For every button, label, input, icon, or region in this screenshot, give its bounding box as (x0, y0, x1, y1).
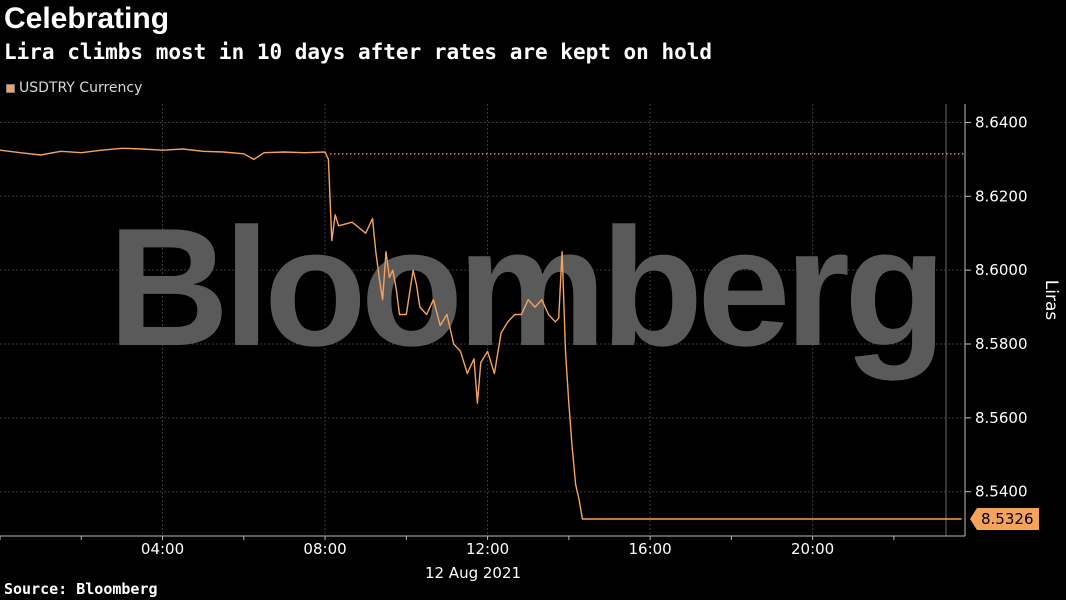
chart-title: Celebrating (4, 2, 170, 35)
chart-subtitle: Lira climbs most in 10 days after rates … (4, 40, 713, 64)
y-tick-label: 8.5400 (975, 483, 1028, 501)
bloomberg-watermark: Bloomberg (108, 193, 941, 381)
x-tick-label: 20:00 (791, 540, 834, 558)
source-note: Source: Bloomberg (4, 580, 158, 598)
y-tick-label: 8.5800 (975, 335, 1028, 353)
series-layer (0, 147, 962, 520)
legend-label: USDTRY Currency (19, 80, 143, 96)
y-tick-label: 8.6000 (975, 261, 1028, 279)
legend-swatch (6, 83, 15, 93)
y-tick-label: 8.5600 (975, 409, 1028, 427)
series-line-usdtry (0, 147, 962, 520)
y-tick-label: 8.6200 (975, 187, 1028, 205)
x-tick-label: 12:00 (466, 540, 509, 558)
last-value-badge: 8.5326 (970, 508, 1039, 531)
last-value-label: 8.5326 (981, 510, 1034, 528)
x-axis-title: 12 Aug 2021 (425, 564, 521, 582)
y-axis-title: Liras (1041, 280, 1061, 321)
last-value-badge-shape (970, 508, 1039, 531)
x-tick-label: 04:00 (141, 540, 184, 558)
grid (0, 104, 965, 536)
x-tick-label: 16:00 (628, 540, 671, 558)
x-tick-label: 08:00 (303, 540, 346, 558)
legend: USDTRY Currency (6, 80, 142, 96)
axes: 8.6400 8.6200 8.6000 8.5800 8.5600 8.5400 04:0… (0, 104, 1061, 582)
y-tick-label: 8.6400 (975, 113, 1028, 131)
labels: 8.5326 (970, 508, 1039, 531)
